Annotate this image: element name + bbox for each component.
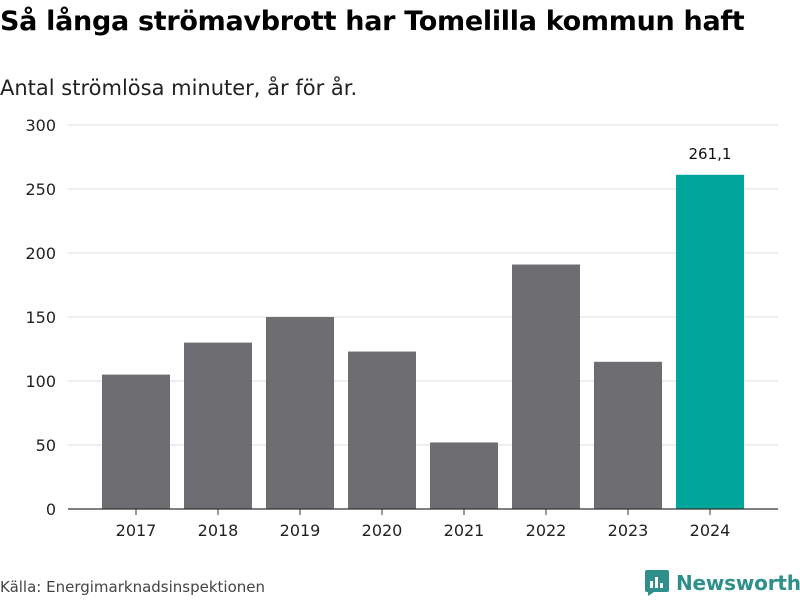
brand-name: Newsworthy (676, 571, 800, 595)
y-tick-label: 0 (46, 500, 56, 519)
bar-2022 (512, 264, 580, 509)
bar-2018 (184, 342, 252, 509)
y-tick-label: 300 (25, 116, 56, 135)
x-tick-label: 2022 (526, 521, 567, 540)
x-tick-label: 2023 (608, 521, 649, 540)
bar-2024 (676, 174, 744, 510)
bar-2023 (594, 361, 662, 509)
data-label: 261,1 (689, 145, 732, 163)
y-axis-ticks: 0 50 100 150 200 250 300 (25, 116, 56, 519)
x-tick-label: 2018 (198, 521, 239, 540)
gridlines (68, 124, 778, 446)
y-tick-label: 150 (25, 308, 56, 327)
bar-2021 (430, 442, 498, 509)
y-tick-label: 100 (25, 372, 56, 391)
x-tick-label: 2024 (690, 521, 731, 540)
chart-title: Så långa strömavbrott har Tomelilla komm… (0, 6, 745, 37)
newsworthy-logo-icon (645, 570, 669, 596)
bar-2019 (266, 317, 334, 509)
y-tick-label: 200 (25, 244, 56, 263)
x-axis-ticks: 2017 2018 2019 2020 2021 2022 2023 2024 (116, 509, 731, 540)
brand-logo: Newsworthy (644, 569, 800, 597)
chart-subtitle: Antal strömlösa minuter, år för år. (0, 76, 358, 100)
bars: 261,1 (102, 145, 744, 510)
source-note: Källa: Energimarknadsinspektionen (0, 578, 266, 596)
x-tick-label: 2019 (280, 521, 321, 540)
y-tick-label: 250 (25, 180, 56, 199)
x-tick-label: 2021 (444, 521, 485, 540)
bar-2017 (102, 374, 170, 509)
x-tick-label: 2017 (116, 521, 157, 540)
x-tick-label: 2020 (362, 521, 403, 540)
bar-2020 (348, 351, 416, 509)
y-tick-label: 50 (36, 436, 56, 455)
